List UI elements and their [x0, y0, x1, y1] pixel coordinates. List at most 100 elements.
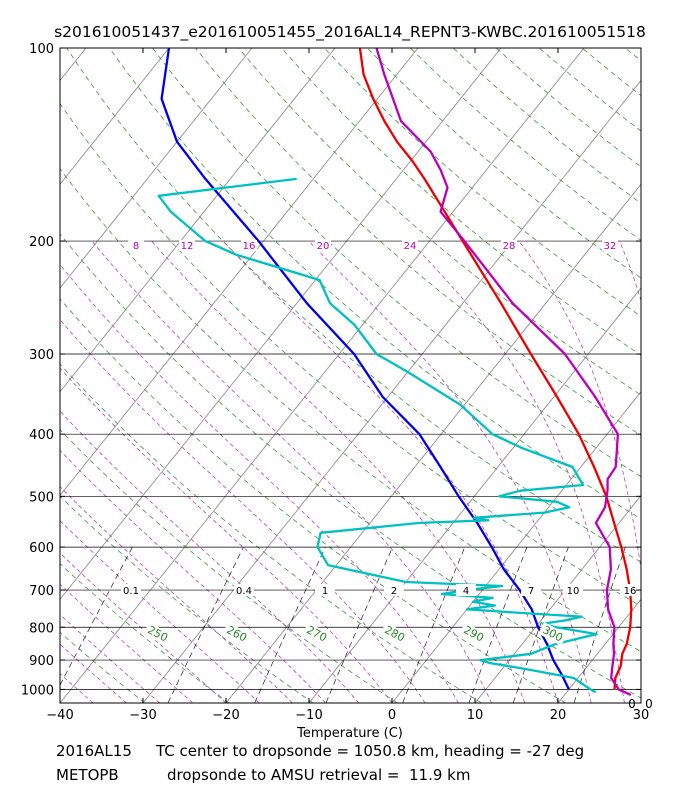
mixing-ratio-label: 0.1 [123, 586, 139, 597]
x-tick-label: 0 [388, 708, 396, 723]
x-tick-label: 10 [467, 708, 484, 723]
moist-adiabat-line [308, 240, 592, 703]
isotherm-line [60, 48, 170, 186]
moist-adiabat-line [518, 240, 641, 572]
dry-adiabat-line [410, 48, 641, 241]
dry-adiabat-line [324, 48, 641, 317]
sounding-line-3 [160, 48, 570, 690]
dry-adiabat-line [60, 168, 641, 653]
x-axis-label: Temperature (C) [296, 726, 403, 741]
y-tick-label: 1000 [21, 683, 54, 698]
moist-adiabat-line [60, 410, 360, 703]
isotherm-line [474, 494, 641, 703]
moist-adiabat-line [619, 240, 641, 302]
isotherm-line [391, 391, 641, 703]
dry-adiabat-line [60, 298, 566, 703]
sounding-line-1 [358, 48, 633, 690]
y-tick-label: 600 [29, 541, 54, 556]
dry-adiabat-line [60, 563, 230, 703]
dry-adiabat-line [60, 363, 482, 703]
x-tick-label: −40 [46, 708, 73, 723]
dry-adiabat-line [60, 233, 641, 699]
corner-label: 0 [645, 697, 653, 711]
x-tick-label: 30 [633, 708, 650, 723]
mixing-ratio-line [468, 546, 528, 703]
moist-adiabat-line [409, 240, 625, 703]
mixing-ratio-label: 7 [528, 586, 534, 597]
dry-adiabat-line [60, 701, 61, 703]
caption-distance-heading: TC center to dropsonde = 1050.8 km, head… [156, 742, 585, 760]
chart-grid [0, 48, 641, 703]
isotherm-line [225, 183, 641, 703]
moist-adiabat-label: 8 [133, 241, 139, 252]
isotherm-line [640, 702, 641, 703]
isotherm-line [60, 48, 253, 289]
caption-retrieval-distance: dropsonde to AMSU retrieval = 11.9 km [167, 766, 471, 784]
isotherm-line [60, 48, 585, 703]
moist-adiabat-line [151, 240, 526, 703]
caption-storm-id: 2016AL15 [56, 742, 132, 760]
dry-adiabat-line [495, 48, 641, 168]
moist-adiabat-line [222, 240, 559, 703]
moist-adiabat-line [60, 319, 426, 703]
y-tick-label: 400 [29, 428, 54, 443]
x-tick-label: 20 [550, 708, 567, 723]
y-tick-label: 500 [29, 490, 54, 505]
dry-adiabat-line [60, 102, 641, 607]
dry-adiabat-line [195, 48, 641, 436]
mixing-ratio-line [325, 546, 393, 703]
isotherm-line [0, 48, 3, 703]
mixing-ratio-line [512, 546, 569, 703]
isotherm-line [142, 79, 641, 703]
dry-adiabat-line [152, 48, 641, 478]
y-tick-label: 900 [29, 654, 54, 669]
mixing-ratio-line [60, 546, 133, 686]
mixing-ratio-label: 0.4 [236, 586, 252, 597]
y-tick-label: 800 [29, 621, 54, 636]
dry-adiabat-line [60, 495, 314, 703]
mixing-ratio-label: 1 [322, 586, 328, 597]
moist-adiabat-line [60, 613, 160, 703]
dry-adiabat-line [367, 48, 641, 279]
caption-satellite: METOPB [56, 766, 119, 784]
sounding-line-4 [157, 177, 598, 694]
moist-adiabat-label: 28 [503, 241, 516, 252]
y-tick-label: 100 [29, 42, 54, 57]
moist-adiabat-label: 20 [317, 241, 330, 252]
mixing-ratio-label: 2 [391, 586, 397, 597]
moist-adiabat-line [60, 520, 260, 703]
chart-title: s201610051437_e201610051455_2016AL14_REP… [54, 23, 646, 42]
mixing-ratio-label: 16 [624, 586, 637, 597]
mixing-ratio-line [254, 546, 326, 703]
dry-adiabat-line [538, 48, 641, 132]
isotherm-line [60, 48, 419, 497]
isotherm-line [60, 48, 502, 600]
y-tick-label: 300 [29, 348, 54, 363]
mixing-ratio-label: 10 [567, 586, 580, 597]
dry-adiabat-line [66, 48, 641, 563]
moist-adiabat-label: 16 [243, 241, 256, 252]
x-tick-label: −10 [295, 708, 322, 723]
moist-adiabat-label: 32 [604, 241, 617, 252]
mixing-ratio-line [402, 546, 466, 703]
moist-adiabat-label: 12 [181, 241, 194, 252]
x-tick-label: −20 [212, 708, 239, 723]
moist-adiabat-line [60, 486, 293, 703]
moist-adiabat-line [91, 240, 492, 703]
dry-adiabat-line [60, 429, 398, 703]
moist-adiabat-line [60, 643, 127, 703]
isotherm-line [308, 287, 641, 703]
plot-frame [59, 47, 642, 704]
mixing-ratio-line [167, 546, 244, 703]
corner-label: 0 [628, 697, 636, 711]
mixing-ratio-label: 4 [463, 586, 469, 597]
y-tick-label: 200 [29, 235, 54, 250]
dry-adiabat-line [60, 631, 146, 703]
sounding-traces [157, 48, 633, 696]
y-tick-label: 700 [29, 584, 54, 599]
moist-adiabat-label: 24 [404, 241, 417, 252]
sounding-line-2 [375, 48, 632, 696]
